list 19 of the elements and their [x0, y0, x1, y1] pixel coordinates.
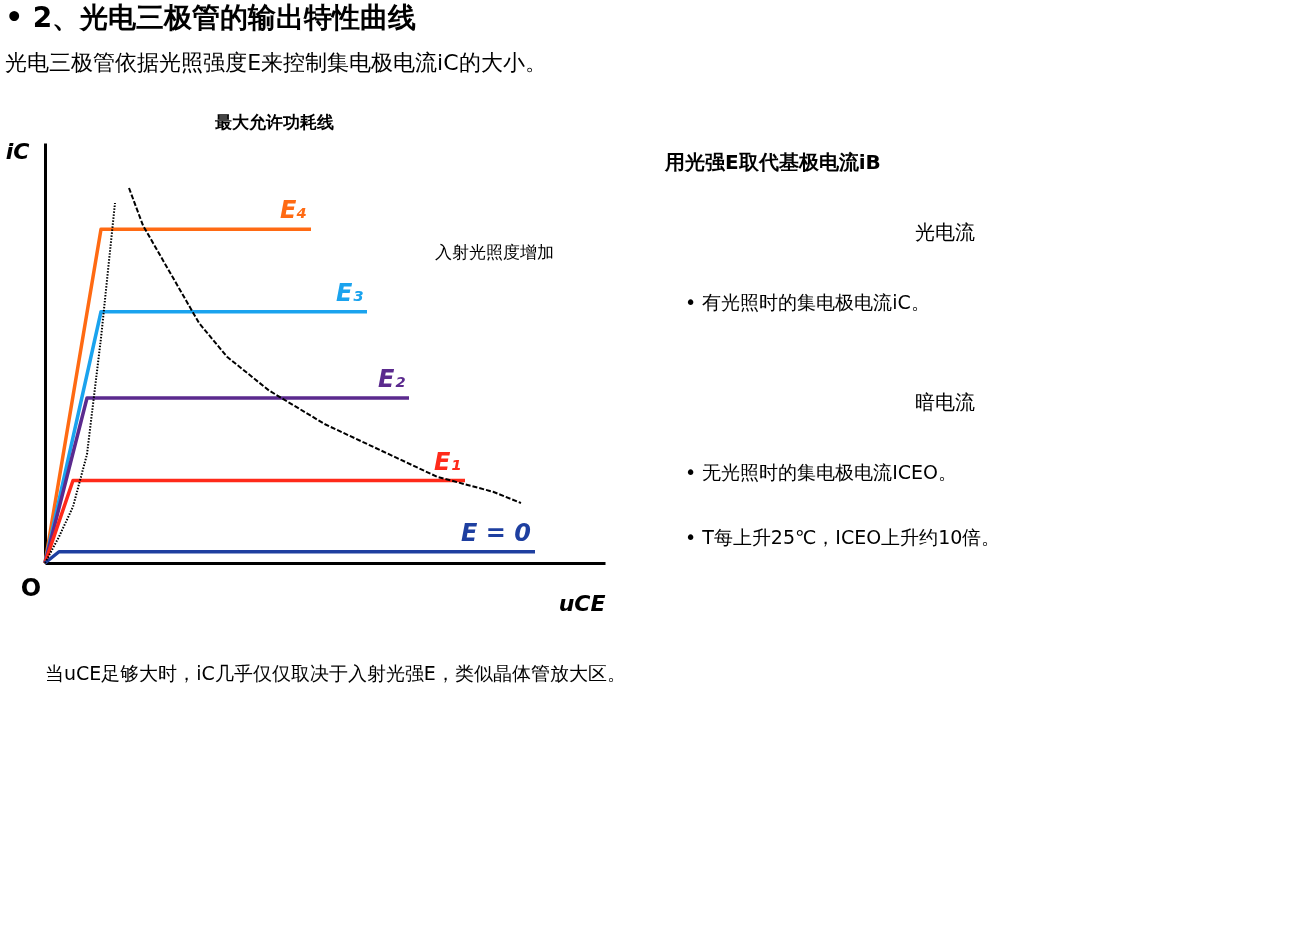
text: O	[20, 574, 42, 602]
text: 当uCE足够大时，iC几乎仅仅取决于入射光强E，类似晶体管放大区。	[45, 662, 626, 684]
y-axis-title: iC	[5, 138, 30, 164]
annotation: 入射光照度增加	[435, 242, 554, 262]
text: 暗电流	[915, 390, 975, 414]
chart-title: • 2、光电三极管的输出特性曲线	[5, 1, 417, 34]
text: • T每上升25℃，ICEO上升约10倍。	[685, 526, 1001, 548]
x-axis-title: uCE	[558, 590, 606, 616]
series-label: E₃	[336, 278, 364, 307]
text: 用光强E取代基极电流iB	[664, 150, 881, 174]
text: 光电流	[915, 220, 975, 244]
chart-subtitle: 光电三极管依据光照强度E来控制集电极电流iC的大小。	[5, 50, 547, 75]
text: • 有光照时的集电极电流iC。	[685, 291, 930, 313]
text: 最大允许功耗线	[214, 112, 334, 132]
text: • 无光照时的集电极电流ICEO。	[685, 461, 958, 483]
series-label: E₁	[434, 447, 461, 476]
series-label: E₄	[280, 196, 307, 225]
series-label: E = 0	[461, 518, 531, 547]
series-label: E₂	[378, 365, 406, 393]
